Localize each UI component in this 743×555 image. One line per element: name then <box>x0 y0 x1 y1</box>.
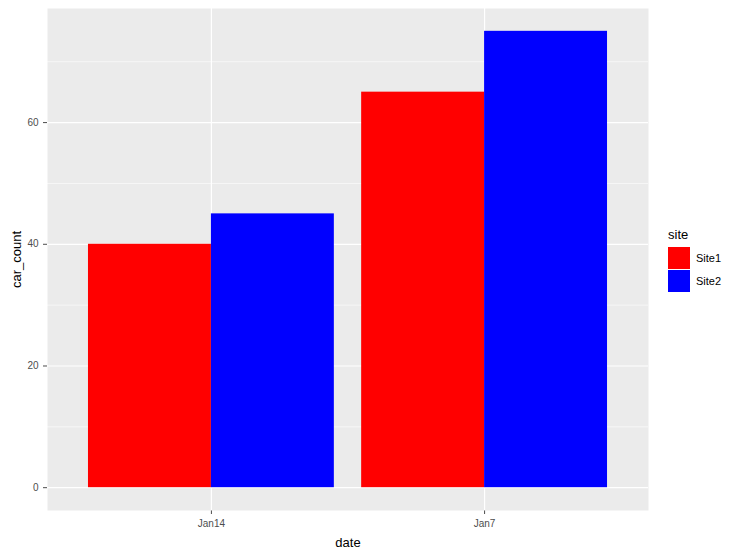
html-text:Site2: Site2 <box>696 274 722 287</box>
svg-text:Jan14: Jan14 <box>198 518 226 529</box>
svg-text:car_count: car_count <box>9 231 24 288</box>
svg-text:60: 60 <box>27 117 39 128</box>
html-text:Site1: Site1 <box>696 251 722 264</box>
svg-text:20: 20 <box>27 360 39 371</box>
svg-text:Jan7: Jan7 <box>474 518 496 529</box>
svg-text:0: 0 <box>33 482 39 493</box>
svg-text:40: 40 <box>27 238 39 249</box>
svg-text:date: date <box>335 535 360 550</box>
html-text:site: site <box>668 227 689 242</box>
